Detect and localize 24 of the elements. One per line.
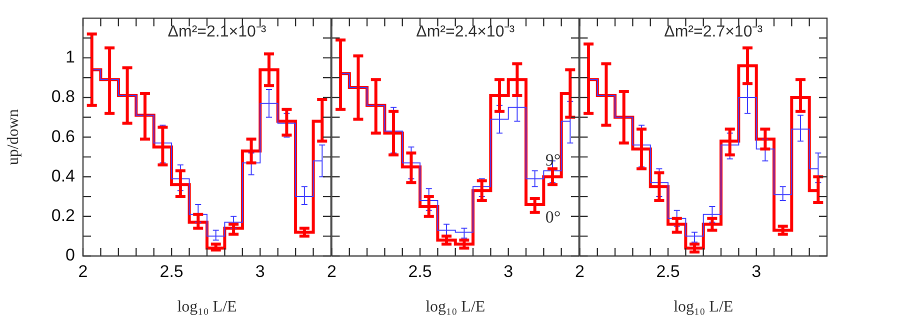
x-tick-label: 3 — [255, 262, 265, 281]
annotation: 9° — [545, 150, 561, 170]
x-axis-title: log₁₀ L/E — [426, 298, 486, 316]
x-tick-label: 2 — [326, 262, 336, 281]
chart-title: Δm²=2.7×10⁻³ — [664, 24, 764, 41]
y-tick-label: 0.4 — [51, 166, 75, 186]
y-tick-label: 0.8 — [51, 87, 75, 106]
x-tick-label: 3 — [504, 262, 514, 281]
y-tick-label: 0.2 — [51, 206, 75, 226]
y-tick-label: 0 — [66, 246, 75, 265]
x-tick-label: 2 — [78, 262, 88, 281]
y-axis-title: up/down — [4, 109, 22, 166]
x-tick-label: 2.5 — [656, 262, 680, 281]
x-tick-label: 2.5 — [408, 262, 432, 281]
x-tick-label: 3 — [752, 262, 762, 281]
x-axis-title: log₁₀ L/E — [674, 298, 734, 316]
x-axis-title: log₁₀ L/E — [177, 298, 237, 316]
chart-title: Δm²=2.1×10⁻³ — [168, 24, 267, 41]
annotation: 0° — [545, 207, 561, 226]
x-tick-label: 2.5 — [160, 262, 184, 281]
y-tick-label: 1 — [66, 48, 75, 67]
y-tick-label: 0.6 — [51, 126, 75, 146]
x-tick-label: 2 — [574, 262, 584, 281]
chart-title: Δm²=2.4×10⁻³ — [416, 24, 516, 41]
